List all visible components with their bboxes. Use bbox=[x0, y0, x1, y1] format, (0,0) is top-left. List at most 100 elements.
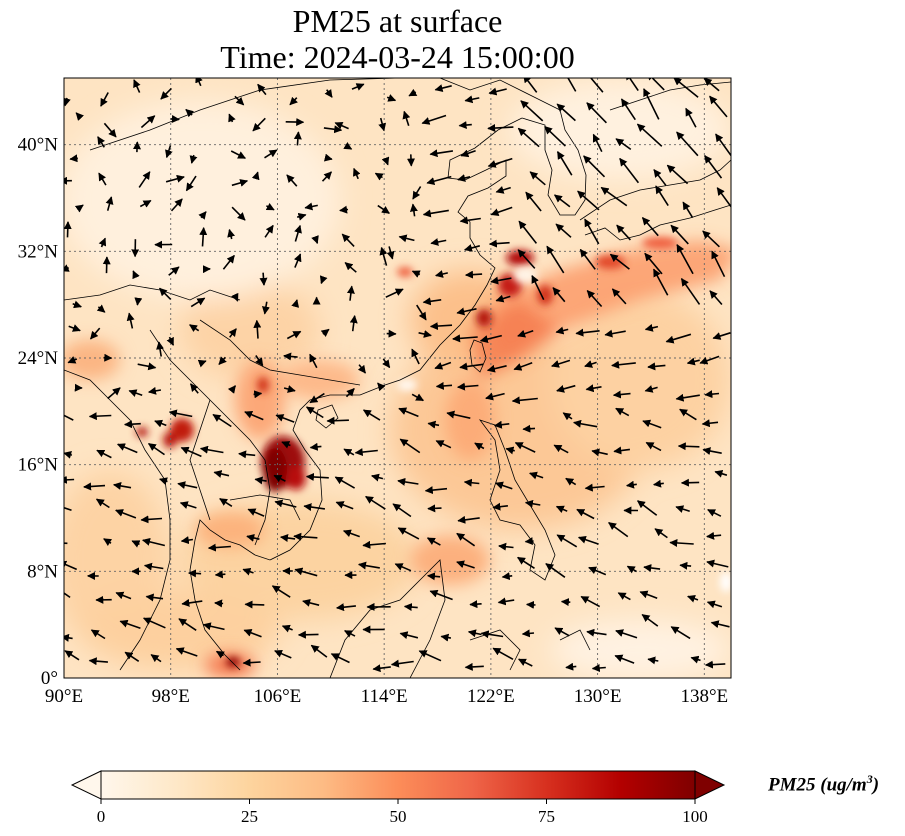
wind-arrow bbox=[261, 301, 270, 315]
wind-arrow bbox=[304, 202, 318, 211]
wind-arrow bbox=[464, 662, 484, 671]
wind-arrow bbox=[614, 654, 635, 664]
wind-arrow bbox=[64, 411, 74, 421]
wind-arrow bbox=[592, 133, 603, 153]
wind-arrow bbox=[379, 246, 388, 266]
wind-arrow bbox=[296, 212, 307, 221]
wind-arrow bbox=[271, 585, 291, 598]
wind-arrow bbox=[652, 268, 669, 296]
wind-arrow bbox=[195, 78, 203, 87]
wind-arrow bbox=[382, 358, 391, 369]
wind-arrow bbox=[175, 647, 198, 657]
wind-arrow bbox=[188, 569, 202, 578]
colorbar-tick-label: 50 bbox=[390, 807, 407, 826]
wind-arrow bbox=[72, 300, 82, 309]
wind-arrow bbox=[227, 228, 236, 240]
wind-arrow bbox=[259, 272, 268, 286]
wind-arrow bbox=[231, 206, 246, 221]
wind-arrow bbox=[411, 393, 424, 402]
wind-arrow bbox=[305, 406, 324, 419]
wind-arrow bbox=[716, 187, 731, 209]
wind-arrow bbox=[526, 600, 536, 609]
wind-arrow bbox=[302, 598, 320, 607]
wind-arrow bbox=[381, 156, 390, 166]
wind-arrow bbox=[297, 630, 319, 639]
wind-arrow bbox=[244, 600, 265, 609]
wind-arrow bbox=[460, 149, 476, 158]
wind-arrow bbox=[645, 441, 662, 452]
wind-arrow bbox=[177, 481, 198, 490]
wind-arrow bbox=[586, 628, 607, 637]
wind-arrow bbox=[74, 204, 84, 213]
wind-arrow bbox=[525, 191, 542, 212]
wind-arrow bbox=[294, 224, 302, 242]
wind-arrow bbox=[264, 149, 278, 159]
wind-arrow bbox=[339, 205, 349, 214]
wind-arrow bbox=[64, 650, 80, 661]
wind-arrow bbox=[283, 352, 298, 361]
pm25-concentration-field bbox=[64, 78, 731, 678]
wind-arrow bbox=[319, 275, 328, 285]
wind-arrow bbox=[517, 556, 535, 569]
wind-arrow bbox=[613, 446, 631, 455]
latitude-tick-labels: 0° 8°N 16°N 24°N 32°N 40°N bbox=[18, 135, 59, 689]
wind-arrow bbox=[615, 138, 632, 151]
wind-arrow bbox=[134, 297, 143, 306]
wind-arrow bbox=[421, 114, 447, 125]
map-frame bbox=[63, 77, 732, 679]
wind-arrow bbox=[639, 590, 658, 599]
wind-arrow bbox=[230, 150, 247, 159]
wind-arrow bbox=[577, 535, 599, 545]
wind-arrow bbox=[474, 442, 485, 451]
wind-arrow bbox=[90, 629, 106, 640]
wind-arrow bbox=[180, 536, 194, 545]
wind-arrow bbox=[611, 288, 627, 305]
wind-arrow bbox=[273, 474, 286, 483]
wind-arrow bbox=[323, 153, 333, 162]
wind-arrow bbox=[212, 413, 232, 428]
wind-arrow bbox=[243, 629, 262, 638]
wind-arrow bbox=[554, 627, 570, 637]
wind-arrow bbox=[586, 290, 603, 308]
wind-arrow bbox=[403, 603, 418, 612]
wind-arrow bbox=[392, 503, 412, 518]
wind-arrow bbox=[591, 448, 608, 457]
wind-arrow bbox=[702, 447, 722, 455]
wind-arrow bbox=[418, 650, 442, 662]
wind-arrow bbox=[427, 504, 442, 513]
wind-arrow bbox=[309, 392, 325, 404]
wind-arrow bbox=[655, 185, 669, 207]
wind-arrow bbox=[555, 505, 568, 514]
wind-arrow bbox=[711, 250, 726, 278]
wind-arrow bbox=[64, 97, 71, 107]
wind-arrow bbox=[399, 631, 419, 640]
wind-arrow bbox=[488, 239, 510, 248]
wind-arrow bbox=[586, 102, 607, 124]
wind-arrow bbox=[283, 385, 296, 393]
longitude-tick-label: 98°E bbox=[152, 686, 190, 707]
wind-arrow bbox=[358, 561, 380, 570]
longitude-tick-label: 106°E bbox=[254, 686, 302, 707]
wind-arrow bbox=[670, 224, 689, 245]
wind-arrow bbox=[556, 103, 576, 122]
wind-arrow bbox=[495, 294, 511, 303]
wind-arrow bbox=[251, 171, 260, 181]
wind-arrow bbox=[255, 355, 264, 367]
wind-arrow bbox=[426, 537, 441, 546]
longitude-tick-label: 114°E bbox=[361, 686, 408, 707]
wind-arrow bbox=[418, 330, 432, 338]
wind-arrow bbox=[64, 503, 72, 512]
wind-arrow bbox=[343, 629, 356, 638]
wind-arrow bbox=[189, 324, 200, 333]
wind-arrow bbox=[552, 287, 566, 303]
wind-arrow bbox=[522, 424, 536, 433]
wind-arrow bbox=[644, 385, 658, 393]
wind-arrow bbox=[343, 448, 355, 457]
wind-arrow bbox=[265, 202, 275, 211]
wind-arrow bbox=[487, 124, 514, 133]
wind-arrow bbox=[544, 126, 566, 147]
wind-arrow bbox=[64, 475, 75, 484]
wind-arrow bbox=[98, 237, 107, 248]
wind-arrow bbox=[330, 653, 350, 664]
wind-arrow bbox=[139, 199, 152, 208]
